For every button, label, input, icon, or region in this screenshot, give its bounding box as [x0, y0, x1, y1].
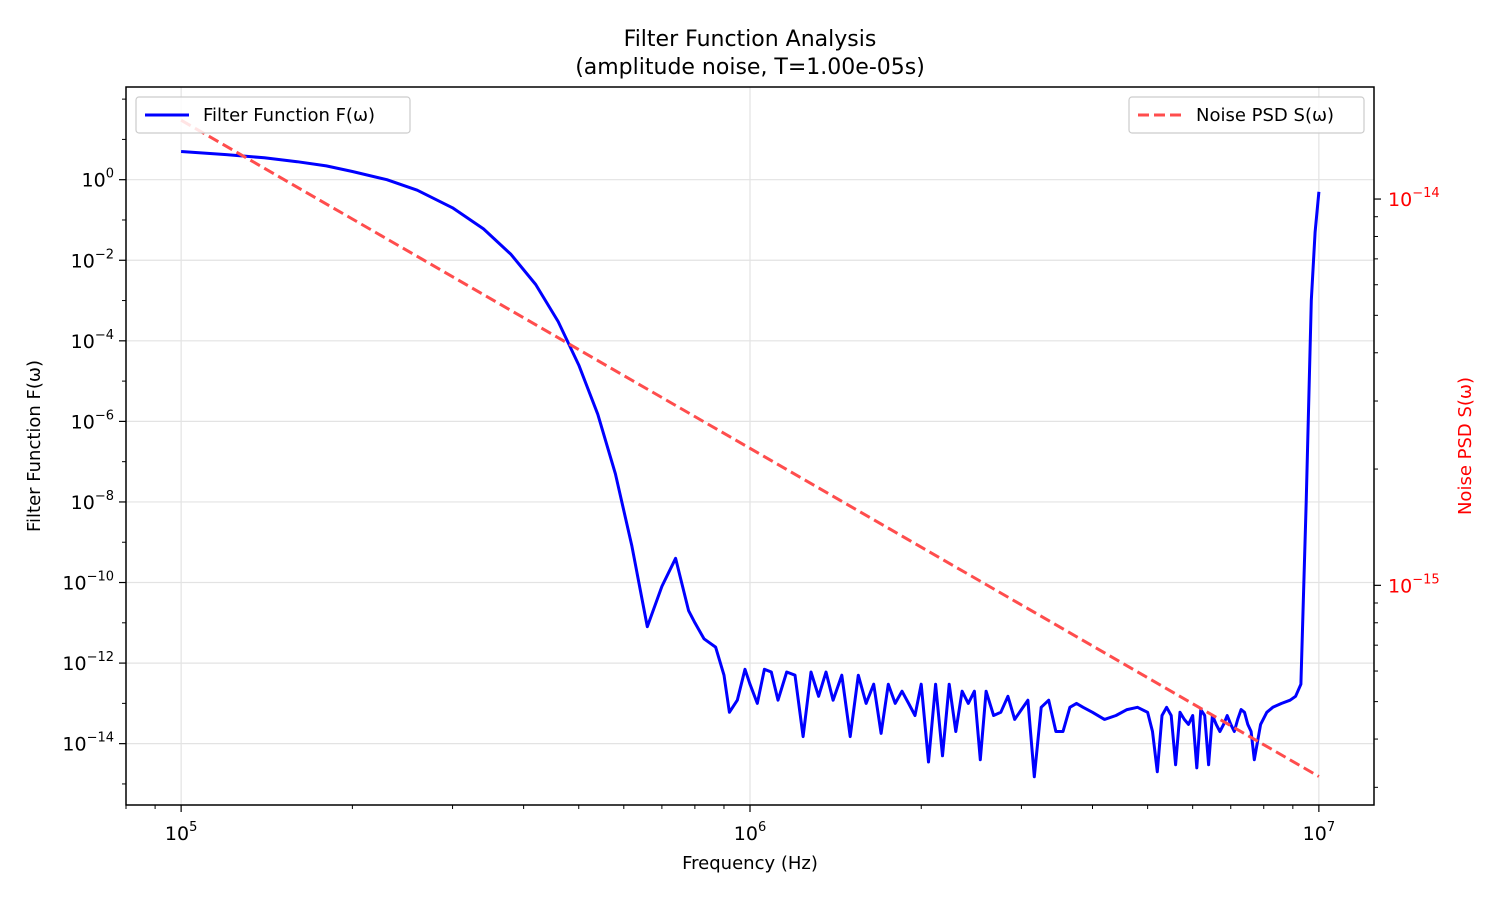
- y-tick-label-base: 10: [82, 170, 106, 192]
- y2-tick-label-exponent: −14: [1412, 186, 1439, 201]
- legend-left-box: [135, 96, 411, 134]
- y-axis-label: Filter Function F(ω): [24, 360, 45, 532]
- x-tick-label: 105: [165, 820, 197, 845]
- y-tick-label: 100: [82, 167, 114, 192]
- y2-tick-label: 10−14: [1388, 186, 1440, 211]
- y-tick-label: 10−14: [62, 731, 114, 756]
- y-tick-label-exponent: −2: [95, 247, 114, 262]
- y-tick-label-exponent: −14: [87, 731, 114, 746]
- y-tick-label-exponent: −8: [95, 489, 114, 504]
- noise-psd-line: [180, 118, 1320, 778]
- legend-right-label: Noise PSD S(ω): [1196, 105, 1334, 126]
- y2-tick-label-base: 10: [1388, 189, 1412, 211]
- y-tick-label: 10−2: [71, 247, 114, 272]
- y-tick-label-exponent: 0: [106, 167, 114, 182]
- legend-left: Filter Function F(ω): [135, 96, 411, 134]
- x-tick-label-base: 10: [1303, 823, 1327, 845]
- y2-tick-label: 10−15: [1388, 572, 1440, 597]
- legend-left-label: Filter Function F(ω): [203, 105, 375, 126]
- y-tick-label-base: 10: [71, 250, 95, 272]
- x-tick-label-base: 10: [734, 823, 758, 845]
- y-tick-label-exponent: −6: [95, 408, 114, 423]
- x-tick-label-exponent: 7: [1327, 820, 1335, 835]
- x-tick-label: 107: [1303, 820, 1335, 845]
- chart-subtitle: (amplitude noise, T=1.00e-05s): [575, 55, 925, 80]
- legend-right-box: [1128, 96, 1365, 134]
- x-tick-label-exponent: 6: [758, 820, 766, 835]
- y-tick-label: 10−12: [62, 650, 114, 675]
- y-tick-label: 10−8: [71, 489, 114, 514]
- y-tick-label: 10−6: [71, 408, 114, 433]
- x-tick-label-base: 10: [165, 823, 189, 845]
- chart-title: Filter Function Analysis: [624, 27, 877, 52]
- y-tick-label-exponent: −10: [87, 570, 114, 585]
- y-tick-label: 10−4: [71, 328, 114, 353]
- y-tick-label-exponent: −12: [87, 650, 114, 665]
- plot-series: [180, 118, 1321, 779]
- y-tick-label-base: 10: [62, 573, 86, 595]
- x-axis-label: Frequency (Hz): [682, 853, 818, 874]
- y-tick-label: 10−10: [62, 570, 114, 595]
- y-tick-label-exponent: −4: [95, 328, 114, 343]
- y-tick-label-base: 10: [71, 331, 95, 353]
- y-tick-label-base: 10: [71, 492, 95, 514]
- y2-tick-label-base: 10: [1388, 575, 1412, 597]
- x-tick-label: 106: [734, 820, 766, 845]
- x-tick-label-exponent: 5: [189, 820, 197, 835]
- y-tick-label-base: 10: [62, 653, 86, 675]
- y2-axis-label: Noise PSD S(ω): [1455, 377, 1476, 515]
- y2-tick-label-exponent: −15: [1412, 572, 1439, 587]
- y-tick-label-base: 10: [71, 411, 95, 433]
- axis-ticks: 105 106 10710010−210−410−610−810−1010−1210…: [62, 98, 1440, 845]
- legend-right: Noise PSD S(ω): [1128, 96, 1365, 134]
- y-tick-label-base: 10: [62, 734, 86, 756]
